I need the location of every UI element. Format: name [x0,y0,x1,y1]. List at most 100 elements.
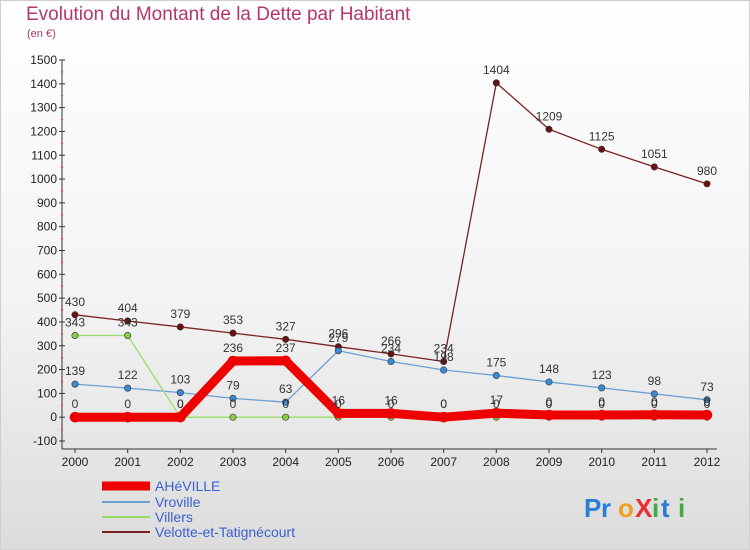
data-label-3: 379 [170,307,190,321]
data-label-1: 234 [381,341,401,355]
data-label-3: 327 [276,319,296,333]
series-point-0 [438,411,449,423]
data-label-1: 148 [539,362,559,376]
data-label-0: 237 [276,341,296,355]
data-label-3: 266 [381,334,401,348]
data-label-0: 0 [651,395,658,409]
y-tick-label: 200 [37,363,57,377]
series-point-3 [71,311,79,319]
series-point-3 [282,335,290,343]
x-tick-label: 2011 [641,455,667,469]
x-tick-label: 2009 [536,455,563,469]
y-tick-label: 1200 [30,124,57,138]
series-point-0 [122,411,133,423]
y-minor-tick [61,94,63,97]
y-tick-label: 700 [37,244,57,258]
series-point-0 [491,407,502,419]
logo-letter: P [584,493,601,523]
logo-letter: t [661,493,670,523]
y-tick-label: 1100 [31,148,57,162]
data-label-3: 1404 [483,63,510,77]
logo-letter: r [601,493,611,523]
x-tick-label: 2010 [588,455,615,469]
data-label-3: 353 [223,313,243,327]
data-label-0: 236 [223,341,243,355]
y-tick-label: 300 [37,339,57,353]
series-point-0 [596,409,607,421]
data-label-2: 343 [118,316,138,330]
y-minor-tick [61,428,63,431]
chart-title: Evolution du Montant de la Dette par Hab… [26,4,411,25]
series-point-1 [71,380,79,388]
x-tick-label: 2002 [167,455,194,469]
y-minor-tick [61,237,63,240]
logo-letter: X [635,493,653,523]
legend-entry: Vroville [155,494,201,510]
series-point-1 [598,384,606,392]
data-label-1: 175 [486,356,506,370]
data-label-0: 0 [598,395,605,409]
x-tick-label: 2001 [114,455,141,469]
x-tick-label: 2007 [430,455,457,469]
chart-subtitle: (en €) [27,28,56,40]
series-point-2 [282,413,290,421]
series-point-0 [69,411,81,423]
data-label-1: 122 [118,368,138,382]
data-label-2: 0 [598,397,605,411]
y-tick-label: 1300 [30,101,57,115]
series-point-1 [176,389,184,397]
series-point-3 [650,163,658,171]
data-label-2: 0 [282,397,289,411]
x-tick-label: 2006 [378,455,405,469]
series-point-1 [650,390,658,398]
legend-entry: AHéVILLE [155,478,220,494]
data-label-3: 1209 [536,109,563,123]
data-label-3: 430 [65,295,85,309]
series-point-3 [440,357,448,365]
data-label-1: 123 [592,368,612,382]
data-label-2: 0 [440,397,447,411]
series-point-2 [124,332,132,340]
series-point-0 [385,408,397,419]
legend-entry: Villers [155,509,193,525]
series-point-3 [176,323,184,331]
data-label-1: 79 [226,378,240,392]
data-label-3: 404 [118,301,138,315]
logo-letter: i [652,493,659,523]
y-tick-label: 1500 [30,53,57,67]
series-point-3 [545,125,553,133]
y-minor-tick [61,309,63,312]
data-label-2: 343 [65,316,85,330]
legend-entry: Velotte-et-Tatignécourt [155,524,295,540]
series-point-1 [440,366,448,374]
y-tick-label: -100 [33,434,57,448]
y-tick-label: 500 [37,291,57,305]
y-tick-label: 100 [37,386,57,400]
series-point-3 [703,180,711,188]
series-point-3 [124,317,132,325]
data-label-3: 1051 [641,147,668,161]
y-tick-label: 0 [50,410,57,424]
y-tick-label: 400 [37,315,57,329]
x-tick-label: 2008 [483,455,510,469]
y-tick-label: 900 [37,196,57,210]
data-label-0: 16 [384,393,398,407]
y-minor-tick [61,261,63,264]
data-label-0: 17 [490,393,504,407]
data-label-1: 63 [279,382,293,396]
series-point-0 [333,408,344,419]
series-point-1 [229,394,237,402]
series-point-0 [227,355,239,367]
data-label-0: 0 [177,397,184,411]
data-label-2: 0 [546,397,553,411]
data-label-1: 139 [65,364,85,378]
y-minor-tick [61,142,63,145]
series-point-1 [703,396,711,404]
y-minor-tick [61,380,63,383]
data-label-3: 296 [328,327,348,341]
data-label-1: 103 [170,373,190,387]
data-label-3: 980 [697,164,717,178]
series-point-0 [543,409,555,421]
